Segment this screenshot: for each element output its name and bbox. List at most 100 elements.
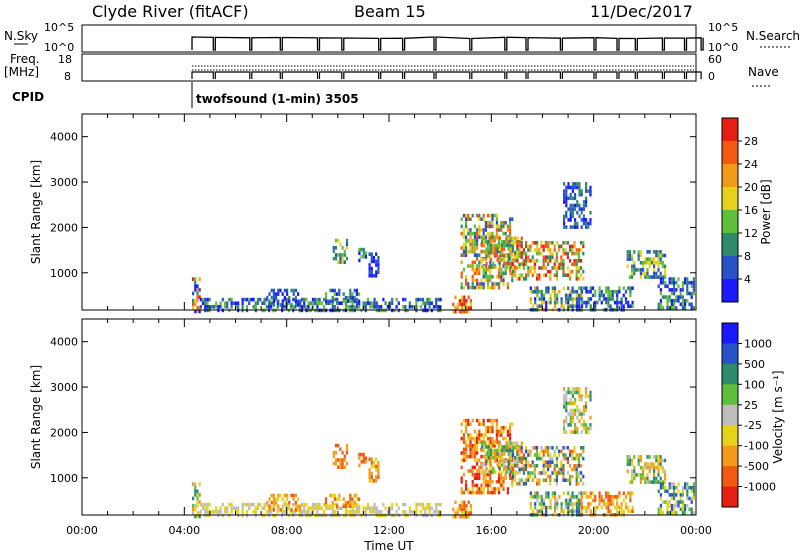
- range-cell: [549, 505, 552, 510]
- range-cell: [506, 490, 509, 495]
- range-cell: [290, 303, 293, 307]
- range-cell: [424, 506, 427, 510]
- range-cell: [377, 263, 380, 267]
- range-cell: [576, 210, 579, 215]
- range-cell: [639, 268, 642, 272]
- range-cell: [673, 482, 676, 486]
- range-cell: [558, 266, 561, 270]
- range-cell: [542, 297, 546, 301]
- range-cell: [370, 457, 373, 461]
- range-cell: [675, 485, 678, 490]
- range-cell: [491, 224, 494, 229]
- range-cell: [582, 221, 585, 226]
- range-cell: [277, 288, 280, 293]
- range-cell: [491, 426, 494, 430]
- range-cell: [560, 255, 563, 259]
- range-cell: [547, 495, 550, 499]
- range-cell: [609, 293, 612, 298]
- range-cell: [460, 422, 463, 426]
- range-cell: [613, 505, 617, 510]
- range-cell: [616, 300, 619, 305]
- range-cell: [540, 293, 543, 298]
- range-cell: [495, 221, 498, 225]
- range-cell: [558, 453, 561, 457]
- range-cell: [681, 485, 684, 490]
- range-cell: [629, 304, 632, 308]
- range-cell: [196, 503, 199, 508]
- range-cell: [492, 455, 495, 460]
- range-cell: [245, 502, 249, 507]
- range-cell: [339, 260, 342, 264]
- range-cell: [504, 472, 507, 477]
- range-cell: [518, 456, 521, 461]
- range-cell: [465, 447, 468, 452]
- range-cell: [281, 303, 284, 307]
- range-cell: [404, 502, 407, 507]
- range-cell: [575, 277, 578, 281]
- range-cell: [659, 288, 662, 292]
- range-cell: [268, 303, 271, 307]
- range-cell: [631, 286, 634, 290]
- range-cell: [516, 259, 519, 263]
- range-cell: [504, 267, 507, 272]
- range-cell: [471, 267, 474, 272]
- range-cell: [659, 485, 662, 490]
- range-cell: [659, 302, 662, 307]
- range-cell: [611, 290, 614, 294]
- range-cell: [577, 259, 580, 263]
- range-cell: [580, 207, 583, 211]
- range-cell: [664, 268, 667, 272]
- range-cell: [484, 440, 487, 444]
- range-cell: [332, 256, 335, 261]
- range-cell: [580, 471, 583, 475]
- range-cell: [480, 487, 483, 491]
- range-cell: [578, 509, 581, 513]
- range-cell: [452, 302, 455, 307]
- range-cell: [492, 466, 495, 471]
- range-cell: [516, 254, 519, 259]
- range-cell: [332, 246, 335, 250]
- range-cell: [573, 251, 576, 256]
- range-cell: [204, 510, 207, 514]
- range-cell: [377, 464, 380, 469]
- range-cell: [210, 510, 213, 514]
- range-cell: [607, 286, 610, 290]
- cpid-mode-text: twofsound (1-min) 3505: [196, 92, 359, 106]
- range-cell: [294, 299, 297, 304]
- x-tick-label: 04:00: [168, 524, 200, 537]
- range-cell: [506, 487, 509, 491]
- range-cell: [476, 444, 479, 448]
- colorbar-tick-label: 24: [744, 158, 758, 171]
- range-cell: [492, 265, 495, 269]
- range-cell: [571, 269, 574, 274]
- range-cell: [487, 231, 490, 236]
- range-cell: [421, 301, 425, 305]
- range-cell: [340, 301, 343, 305]
- range-cell: [426, 506, 429, 510]
- range-cell: [397, 301, 400, 305]
- range-cell: [465, 249, 468, 254]
- range-cell: [569, 502, 572, 506]
- range-cell: [571, 214, 574, 219]
- range-cell: [491, 231, 494, 236]
- range-cell: [556, 505, 559, 510]
- range-cell: [536, 277, 539, 281]
- range-cell: [594, 495, 597, 499]
- range-cell: [681, 489, 684, 494]
- range-cell: [487, 213, 490, 218]
- range-cell: [355, 497, 358, 501]
- range-cell: [256, 297, 260, 302]
- range-cell: [518, 265, 521, 269]
- range-cell: [460, 480, 463, 484]
- range-cell: [585, 286, 588, 290]
- range-cell: [631, 491, 634, 495]
- range-cell: [495, 436, 498, 441]
- range-cell: [481, 240, 484, 244]
- range-cell: [569, 248, 572, 252]
- range-cell: [437, 297, 440, 302]
- range-cell: [368, 274, 371, 278]
- range-cell: [529, 502, 532, 506]
- colorbar-swatch: [722, 384, 738, 406]
- range-cell: [575, 266, 578, 270]
- range-cell: [460, 224, 463, 229]
